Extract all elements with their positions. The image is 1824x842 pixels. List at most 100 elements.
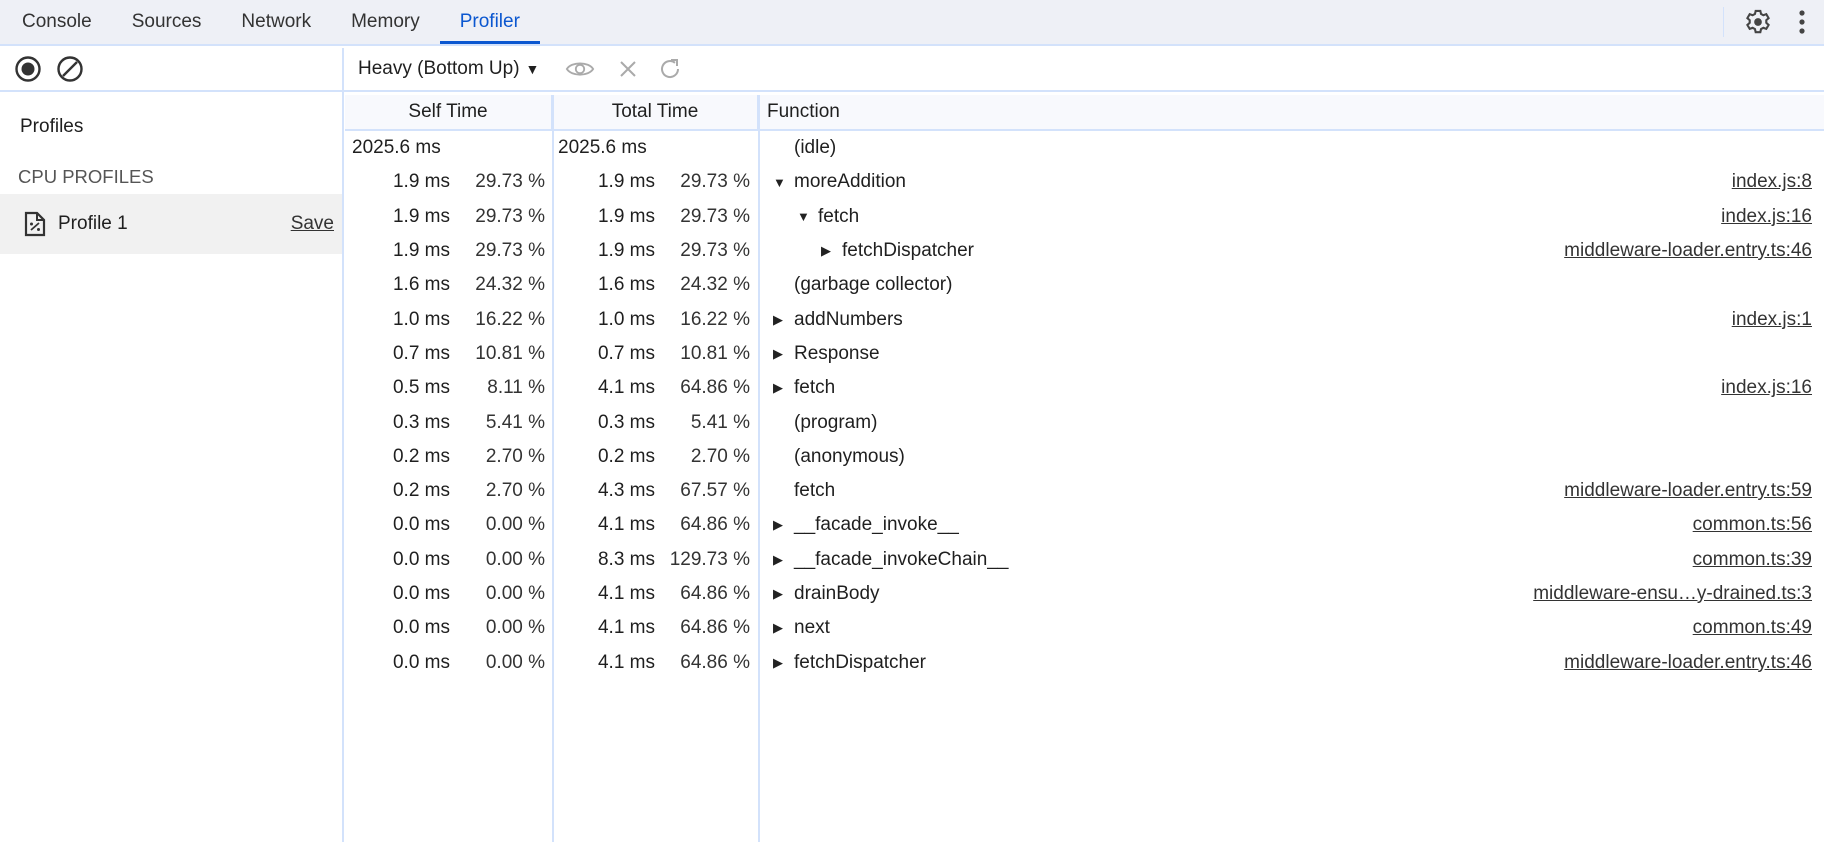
record-icon[interactable]	[14, 55, 42, 83]
expanded-triangle-icon[interactable]: ▼	[773, 174, 786, 190]
self-time: 0.3 ms	[392, 411, 450, 433]
table-row[interactable]: 0.7 ms 10.81 % 0.7 ms 10.81 % ▶ Response	[345, 337, 1824, 371]
self-time: 0.0 ms	[392, 651, 450, 673]
self-time: 0.0 ms	[392, 617, 450, 639]
self-time: 2025.6 ms	[352, 137, 441, 159]
function-name: (anonymous)	[794, 445, 905, 467]
grid-body: 2025.6 ms 2025.6 ms (idle) 1.9 ms 29.73 % 1.9…	[345, 131, 1824, 680]
source-link[interactable]: middleware-loader.entry.ts:46	[1564, 651, 1812, 673]
self-percent: 29.73 %	[475, 205, 545, 227]
collapsed-triangle-icon[interactable]: ▶	[773, 517, 783, 533]
source-link[interactable]: middleware-loader.entry.ts:46	[1564, 240, 1812, 262]
tab-network[interactable]: Network	[241, 11, 312, 32]
collapsed-triangle-icon[interactable]: ▶	[773, 620, 783, 636]
table-row[interactable]: 1.6 ms 24.32 % 1.6 ms 24.32 % (garbage colle…	[345, 268, 1824, 302]
table-row[interactable]: 0.2 ms 2.70 % 0.2 ms 2.70 % (anonymous)	[345, 440, 1824, 474]
save-button[interactable]: Save	[290, 213, 334, 234]
table-row[interactable]: 1.9 ms 29.73 % 1.9 ms 29.73 % ▼ fetch index.js…	[345, 200, 1824, 234]
header-function[interactable]: Function	[767, 101, 840, 122]
self-percent: 24.32 %	[475, 274, 545, 296]
tab-memory[interactable]: Memory	[351, 11, 420, 32]
source-link[interactable]: index.js:8	[1731, 171, 1812, 193]
total-time: 4.3 ms	[597, 480, 655, 502]
total-time: 0.2 ms	[597, 445, 655, 467]
function-cell: ▶ __facade_invoke__	[773, 514, 959, 536]
function-cell: ▶ fetch	[773, 377, 835, 399]
eye-icon[interactable]	[565, 54, 595, 84]
table-row[interactable]: 2025.6 ms 2025.6 ms (idle)	[345, 131, 1824, 165]
collapsed-triangle-icon[interactable]: ▶	[773, 586, 783, 601]
total-percent: 5.41 %	[690, 411, 750, 433]
function-cell: ▶ drainBody	[773, 583, 880, 605]
more-vert-icon[interactable]	[1792, 8, 1812, 36]
table-row[interactable]: 0.0 ms 0.00 % 4.1 ms 64.86 % ▶ next common.ts:…	[345, 611, 1824, 645]
table-row[interactable]: 0.0 ms 0.00 % 4.1 ms 64.86 % ▶ fetchDispatche…	[345, 645, 1824, 679]
function-cell: ▶ __facade_invokeChain__	[773, 549, 1008, 571]
self-time: 1.9 ms	[392, 171, 450, 193]
table-row[interactable]: 1.9 ms 29.73 % 1.9 ms 29.73 % ▶ fetchDispatch…	[345, 234, 1824, 268]
table-row[interactable]: 0.0 ms 0.00 % 4.1 ms 64.86 % ▶ drainBody middl…	[345, 577, 1824, 611]
collapsed-triangle-icon[interactable]: ▶	[773, 654, 783, 670]
function-name: fetch	[794, 480, 836, 502]
source-link[interactable]: common.ts:56	[1692, 514, 1812, 536]
function-cell: ▼ moreAddition	[773, 171, 906, 193]
total-time: 0.3 ms	[597, 411, 655, 433]
self-percent: 16.22 %	[475, 308, 545, 330]
collapsed-triangle-icon[interactable]: ▶	[821, 243, 831, 259]
total-percent: 29.73 %	[680, 240, 750, 262]
table-row[interactable]: 0.0 ms 0.00 % 4.1 ms 64.86 % ▶ __facade_invok…	[345, 508, 1824, 542]
total-time: 2025.6 ms	[558, 137, 647, 159]
source-link[interactable]: common.ts:39	[1692, 548, 1812, 570]
total-percent: 24.32 %	[680, 274, 750, 296]
header-total-time[interactable]: Total Time	[553, 95, 759, 129]
table-row[interactable]: 0.0 ms 0.00 % 8.3 ms 129.73 % ▶ __facade_invo…	[345, 543, 1824, 577]
total-time: 1.9 ms	[597, 205, 655, 227]
expanded-triangle-icon[interactable]: ▼	[797, 209, 810, 225]
self-percent: 5.41 %	[485, 411, 545, 433]
sidebar-splitter[interactable]	[342, 48, 344, 842]
source-link[interactable]: middleware-loader.entry.ts:59	[1564, 480, 1812, 502]
divider	[1723, 7, 1724, 37]
function-cell: fetch	[773, 480, 835, 502]
total-percent: 67.57 %	[680, 480, 750, 502]
table-row[interactable]: 0.3 ms 5.41 % 0.3 ms 5.41 % (program)	[345, 405, 1824, 439]
self-time: 1.0 ms	[392, 308, 450, 330]
total-percent: 2.70 %	[690, 445, 750, 467]
table-row[interactable]: 0.2 ms 2.70 % 4.3 ms 67.57 % fetch middleware…	[345, 474, 1824, 508]
function-cell: ▶ addNumbers	[773, 309, 903, 331]
table-row[interactable]: 1.9 ms 29.73 % 1.9 ms 29.73 % ▼ moreAddition i…	[345, 165, 1824, 199]
self-percent: 29.73 %	[475, 171, 545, 193]
close-icon[interactable]	[613, 54, 643, 84]
cpu-profiles-heading: CPU PROFILES	[18, 166, 154, 187]
total-percent: 64.86 %	[680, 617, 750, 639]
collapsed-triangle-icon[interactable]: ▶	[773, 551, 783, 567]
tab-sources[interactable]: Sources	[131, 11, 202, 32]
function-name: __facade_invokeChain__	[794, 548, 1009, 570]
source-link[interactable]: common.ts:49	[1692, 617, 1812, 639]
source-link[interactable]: index.js:16	[1721, 377, 1812, 399]
tab-profiler[interactable]: Profiler	[439, 0, 540, 44]
tab-console[interactable]: Console	[22, 11, 92, 32]
source-link[interactable]: index.js:1	[1731, 308, 1812, 330]
view-mode-select[interactable]: Heavy (Bottom Up) ▼	[358, 58, 539, 80]
function-name: fetch	[794, 377, 836, 399]
collapsed-triangle-icon[interactable]: ▶	[773, 345, 783, 361]
collapsed-triangle-icon[interactable]: ▶	[773, 311, 783, 327]
sidebar-item-profile-1[interactable]: Profile 1 Save	[0, 194, 342, 254]
function-name: addNumbers	[794, 308, 903, 330]
gear-icon[interactable]	[1744, 8, 1772, 36]
function-cell: ▶ fetchDispatcher	[821, 240, 974, 262]
clear-icon[interactable]	[56, 55, 84, 83]
source-link[interactable]: index.js:16	[1721, 205, 1812, 227]
table-row[interactable]: 1.0 ms 16.22 % 1.0 ms 16.22 % ▶ addNumbers ind…	[345, 302, 1824, 336]
header-self-time[interactable]: Self Time	[345, 95, 553, 129]
refresh-icon[interactable]	[655, 54, 685, 84]
collapsed-triangle-icon[interactable]: ▶	[773, 380, 783, 396]
source-link[interactable]: middleware-ensu…y-drained.ts:3	[1533, 583, 1812, 604]
total-time: 1.0 ms	[597, 308, 655, 330]
total-percent: 129.73 %	[669, 548, 750, 570]
total-time: 0.7 ms	[597, 342, 655, 364]
table-row[interactable]: 0.5 ms 8.11 % 4.1 ms 64.86 % ▶ fetch index.js:…	[345, 371, 1824, 405]
total-percent: 29.73 %	[680, 171, 750, 193]
function-cell: ▶ fetchDispatcher	[773, 652, 926, 674]
